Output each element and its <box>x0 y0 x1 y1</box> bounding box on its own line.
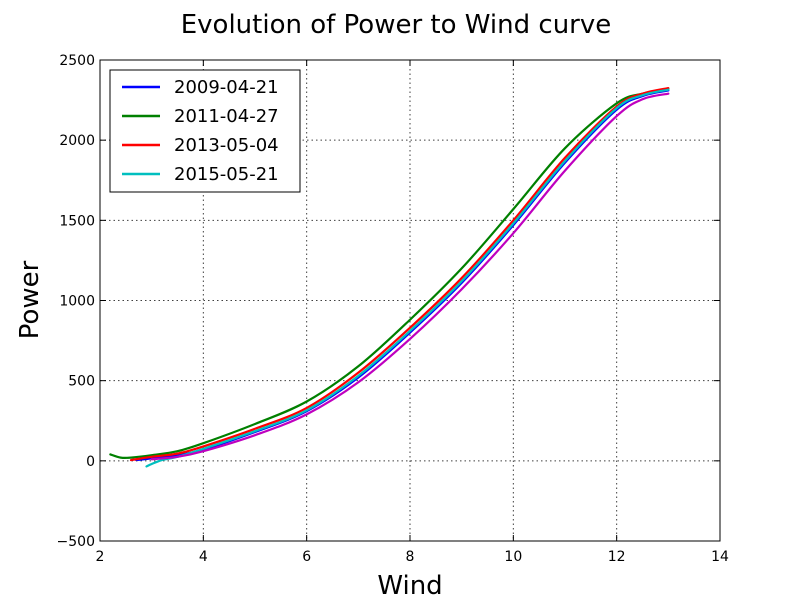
series-line-2013-05-04 <box>129 86 670 462</box>
legend-label: 2015-05-21 <box>174 164 279 185</box>
legend-box <box>109 69 301 193</box>
x-tick-label: 14 <box>711 549 729 565</box>
x-tick-label: 2 <box>96 549 105 565</box>
y-tick-label: 1500 <box>59 213 95 229</box>
x-axis-label: Wind <box>377 571 442 601</box>
x-tick-label: 4 <box>199 549 208 565</box>
x-tick-label: 8 <box>406 549 415 565</box>
series-line-unlabeled <box>150 92 670 461</box>
x-tick-label: 6 <box>302 549 311 565</box>
axis-ticks: 2 4 6 8 10 12 14 −500 0 500 1000 1500 2000 2500 <box>57 53 729 565</box>
y-tick-label: 2000 <box>59 133 95 149</box>
legend-label: 2011-04-27 <box>174 106 279 127</box>
chart-title: Evolution of Power to Wind curve <box>181 10 612 40</box>
x-tick-label: 12 <box>608 549 626 565</box>
plot-area <box>109 86 670 468</box>
y-axis-label: Power <box>15 260 45 339</box>
y-tick-label: −500 <box>57 534 95 550</box>
y-tick-label: 0 <box>86 454 95 470</box>
y-tick-label: 2500 <box>59 53 95 69</box>
legend-label: 2009-04-21 <box>174 77 279 98</box>
y-tick-label: 1000 <box>59 294 95 310</box>
axes-frame <box>99 59 721 542</box>
grid <box>100 60 720 541</box>
x-tick-label: 10 <box>504 549 522 565</box>
legend-label: 2013-05-04 <box>174 135 279 156</box>
legend: 2009-04-21 2011-04-27 2013-05-04 2015-05-21 <box>109 69 301 193</box>
series-line-2011-04-27 <box>109 87 670 460</box>
y-tick-label: 500 <box>68 374 95 390</box>
